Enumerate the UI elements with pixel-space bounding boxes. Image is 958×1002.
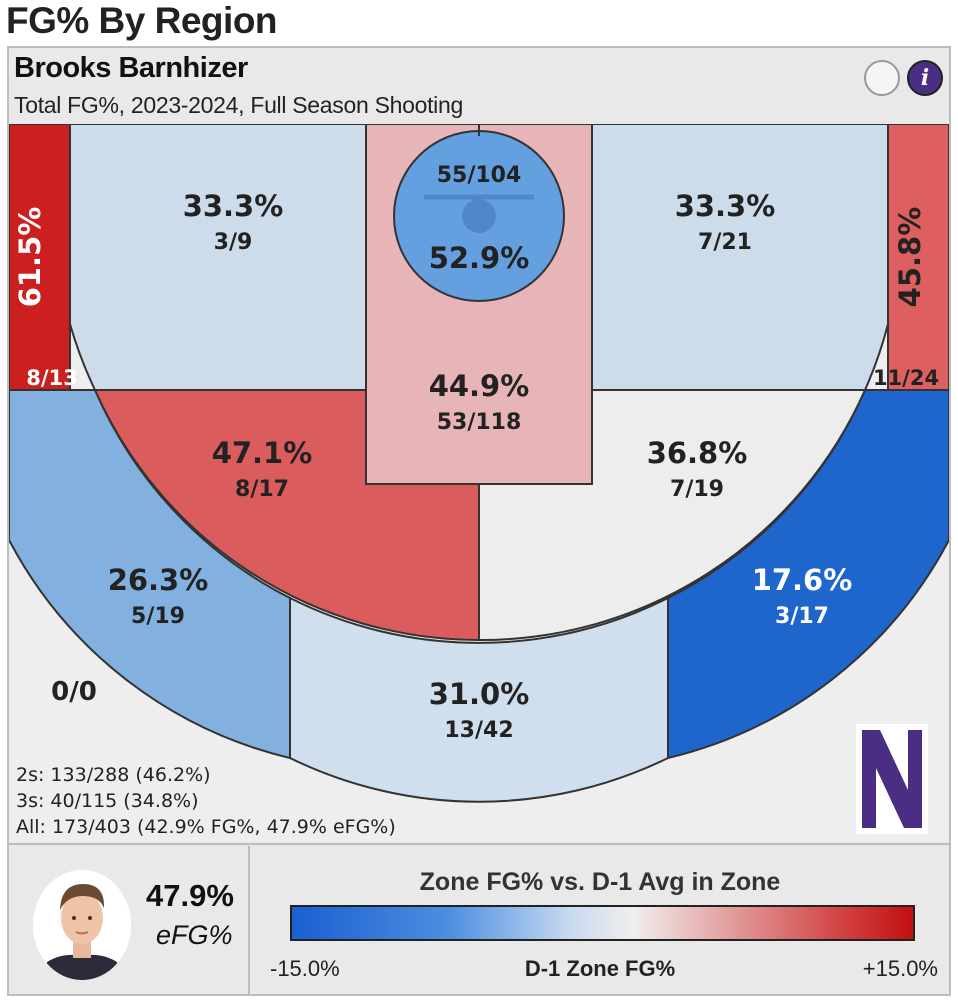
footer-divider: [248, 846, 250, 996]
zone-att-left-corner-3: 8/13: [26, 366, 78, 390]
zone-pct-right-wing-3: 17.6%: [752, 563, 853, 597]
zone-right-corner-3: [887, 124, 949, 391]
toggle-button[interactable]: [864, 60, 900, 96]
efg-label: eFG%: [156, 920, 233, 950]
zone-right-baseline-mid: [591, 124, 889, 391]
zone-left-corner-3: [9, 124, 71, 391]
info-icon[interactable]: i: [907, 60, 943, 96]
zone-pct-left-elbow-mid: 47.1%: [212, 436, 313, 470]
zone-pct-right-corner-3: 45.8%: [893, 207, 927, 308]
legend-max-label: +15.0%: [862, 956, 938, 981]
zone-pct-restricted-area: 52.9%: [429, 241, 530, 275]
legend-mid-label: D-1 Zone FG%: [524, 956, 676, 981]
legend-color-bar: [290, 905, 915, 941]
zone-att-right-corner-3: 11/24: [873, 366, 939, 390]
zone-pct-left-wing-3: 26.3%: [108, 563, 209, 597]
court-heatmap: 33.3% 3/9 55/104 52.9% 44.9% 53/118 33.3…: [0, 0, 949, 834]
player-name: Brooks Barnhizer: [14, 52, 248, 84]
efg-value: 47.9%: [146, 878, 234, 913]
zone-pct-paint: 44.9%: [429, 369, 530, 403]
legend-min-label: -15.0%: [270, 956, 340, 981]
zone-att-left-elbow-mid: 8/17: [235, 477, 289, 502]
zone-pct-left-corner-3: 61.5%: [13, 207, 47, 308]
zone-att-right-baseline-mid: 7/21: [698, 230, 752, 255]
zone-left-baseline-mid: [69, 124, 367, 391]
page-title: FG% By Region: [6, 0, 278, 41]
zone-att-right-elbow-mid: 7/19: [670, 477, 724, 502]
summary-all: All: 173/403 (42.9% FG%, 47.9% eFG%): [16, 816, 396, 838]
chart-subtitle: Total FG%, 2023-2024, Full Season Shooti…: [14, 92, 463, 118]
zone-att-top-key-3: 13/42: [444, 718, 513, 743]
zone-pct-right-baseline-mid: 33.3%: [675, 189, 776, 223]
hoop: [462, 199, 496, 233]
zone-right-elbow-mid: [478, 389, 867, 642]
zone-pct-top-key-3: 31.0%: [429, 677, 530, 711]
summary-threes: 3s: 40/115 (34.8%): [16, 790, 199, 812]
summary-twos: 2s: 133/288 (46.2%): [16, 764, 211, 786]
team-logo: [856, 724, 928, 834]
zone-att-paint: 53/118: [437, 410, 522, 435]
zone-att-backcourt: 0/0: [51, 677, 97, 707]
legend-title: Zone FG% vs. D-1 Avg in Zone: [419, 868, 781, 896]
team-logo-text: N: [0, 0, 1, 1]
zone-att-left-wing-3: 5/19: [131, 604, 185, 629]
zone-top-key-3: [289, 596, 669, 803]
zone-pct-right-elbow-mid: 36.8%: [647, 436, 748, 470]
section-divider: [7, 843, 951, 845]
zone-pct-left-baseline-mid: 33.3%: [183, 189, 284, 223]
zone-att-restricted-area: 55/104: [437, 163, 522, 188]
shooting-summary: 2s: 133/288 (46.2%) 3s: 40/115 (34.8%) A…: [16, 762, 396, 840]
zone-left-elbow-mid: [93, 389, 480, 642]
player-headshot: [33, 870, 131, 980]
zone-att-left-baseline-mid: 3/9: [214, 230, 253, 255]
zone-att-right-wing-3: 3/17: [775, 604, 829, 629]
